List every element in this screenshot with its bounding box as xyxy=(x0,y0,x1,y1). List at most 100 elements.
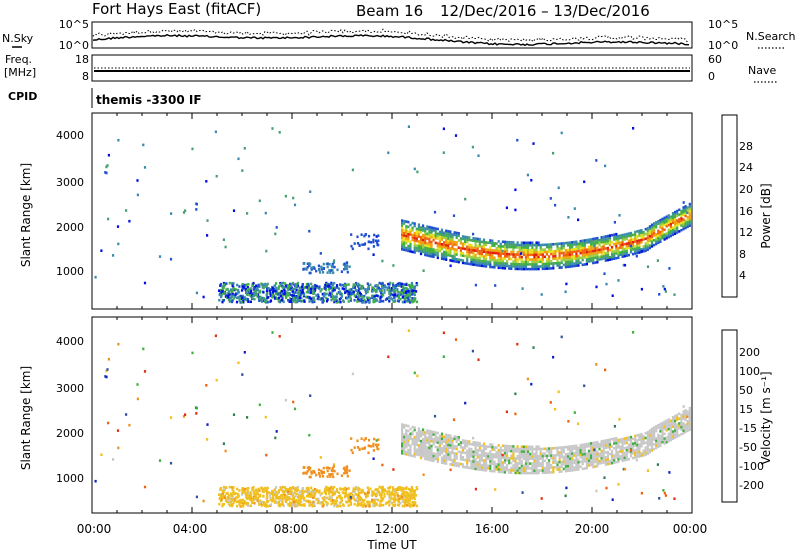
data-cell xyxy=(474,246,477,250)
data-cell xyxy=(499,259,502,262)
data-cell xyxy=(241,498,245,502)
data-cell xyxy=(443,231,446,235)
data-cell xyxy=(493,465,496,468)
data-cell xyxy=(328,467,331,470)
data-cell xyxy=(573,454,576,457)
data-cell xyxy=(615,232,618,236)
data-cell xyxy=(655,441,658,445)
data-cell xyxy=(405,487,408,490)
data-cell xyxy=(657,443,660,446)
data-cell xyxy=(252,283,255,287)
data-cell xyxy=(569,469,572,472)
data-cell xyxy=(655,221,658,224)
data-cell xyxy=(364,505,367,508)
data-cell xyxy=(606,462,609,466)
data-cell xyxy=(508,444,511,448)
data-cell xyxy=(409,449,412,452)
data-cell xyxy=(585,258,588,261)
data-cell xyxy=(457,234,460,237)
data-cell xyxy=(604,458,607,461)
data-cell xyxy=(487,253,490,256)
data-cell xyxy=(665,222,668,226)
data-cell xyxy=(445,452,448,456)
data-cell xyxy=(392,300,395,303)
data-cell xyxy=(319,456,322,459)
data-cell xyxy=(476,448,479,452)
data-cell xyxy=(459,242,462,245)
data-cell xyxy=(326,466,329,469)
data-cell xyxy=(241,169,244,172)
data-cell xyxy=(478,461,481,464)
data-cell xyxy=(487,445,490,448)
data-cell xyxy=(255,488,258,492)
data-cell xyxy=(222,292,225,295)
data-cell xyxy=(434,457,437,461)
data-cell xyxy=(667,439,670,443)
data-cell xyxy=(611,461,614,465)
data-cell xyxy=(671,231,675,234)
data-cell xyxy=(686,412,689,416)
data-cell xyxy=(533,467,536,470)
data-cell xyxy=(453,447,456,450)
data-cell xyxy=(241,489,244,492)
data-cell xyxy=(472,467,475,470)
data-cell xyxy=(478,259,481,263)
data-cell xyxy=(347,300,350,303)
data-cell xyxy=(621,454,624,458)
data-cell xyxy=(417,232,420,236)
data-cell xyxy=(585,462,588,465)
data-cell xyxy=(518,265,521,268)
data-cell xyxy=(264,285,267,288)
data-cell xyxy=(459,251,462,255)
data-cell xyxy=(531,462,534,465)
data-cell xyxy=(510,457,513,460)
data-cell xyxy=(581,457,584,461)
data-cell xyxy=(531,469,534,472)
data-cell xyxy=(269,498,272,502)
data-cell xyxy=(357,283,361,287)
data-cell xyxy=(428,458,431,462)
data-cell xyxy=(295,504,298,507)
data-cell xyxy=(430,447,433,450)
data-cell xyxy=(489,248,492,252)
data-cell xyxy=(221,492,225,496)
data-cell xyxy=(432,433,435,436)
data-cell xyxy=(449,237,452,241)
data-cell xyxy=(688,224,691,227)
data-cell xyxy=(552,264,555,268)
data-cell xyxy=(417,434,420,438)
data-cell xyxy=(390,289,393,292)
data-cell xyxy=(680,212,683,215)
data-cell xyxy=(611,248,614,251)
data-cell xyxy=(627,457,630,461)
data-cell xyxy=(445,455,448,458)
data-cell xyxy=(356,296,359,299)
data-cell xyxy=(527,255,530,259)
data-cell xyxy=(394,299,397,302)
data-cell xyxy=(491,251,494,255)
data-cell xyxy=(336,286,339,289)
data-cell xyxy=(556,247,559,250)
data-cell xyxy=(665,220,668,223)
data-cell xyxy=(470,443,473,446)
data-cell xyxy=(587,248,591,251)
data-cell xyxy=(409,444,412,448)
data-cell xyxy=(497,249,500,253)
data-cell xyxy=(313,471,316,474)
data-cell xyxy=(231,294,234,298)
data-cell xyxy=(468,454,471,458)
data-cell xyxy=(604,441,607,445)
data-cell xyxy=(307,486,310,490)
data-cell xyxy=(682,431,685,435)
data-cell xyxy=(552,250,555,253)
data-cell xyxy=(485,454,488,458)
data-cell xyxy=(627,436,630,439)
data-cell xyxy=(206,234,209,237)
data-cell xyxy=(455,234,458,237)
data-cell xyxy=(375,502,378,505)
data-cell xyxy=(688,416,691,419)
data-cell xyxy=(415,441,418,444)
data-cell xyxy=(581,443,584,447)
data-cell xyxy=(648,429,651,432)
data-cell xyxy=(379,297,382,300)
